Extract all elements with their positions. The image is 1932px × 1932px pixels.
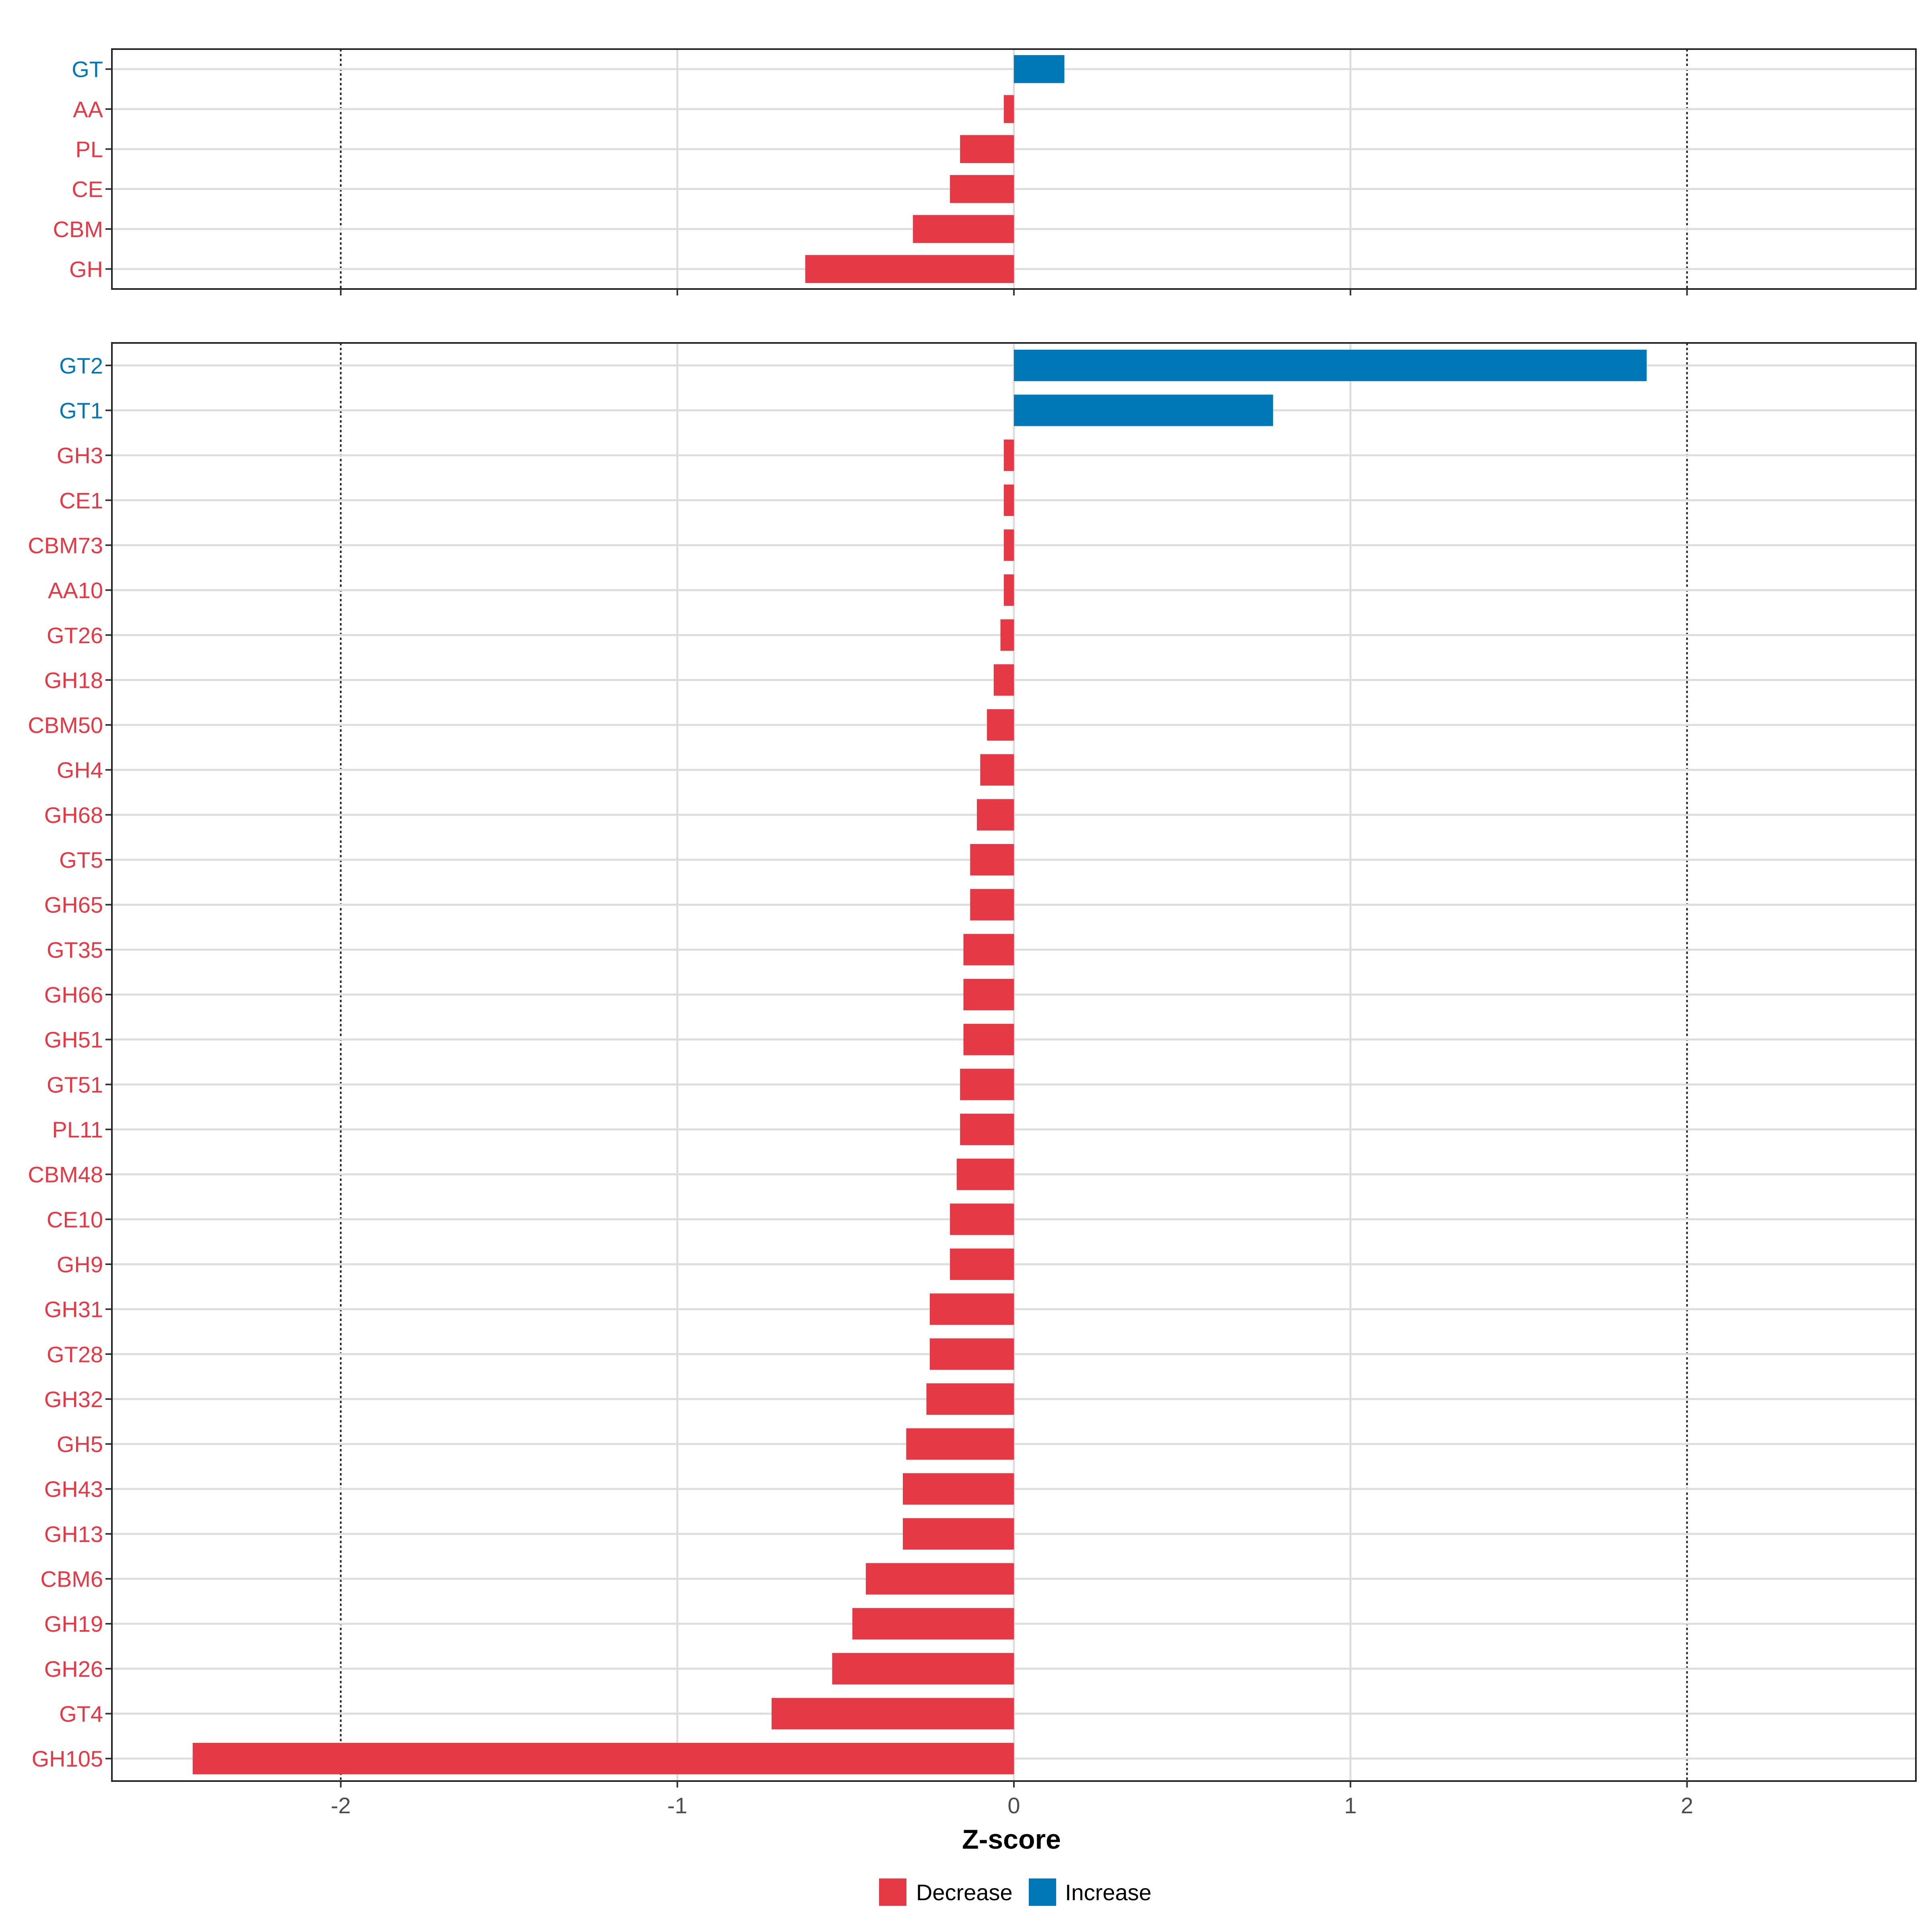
category-label: GH65 <box>44 892 103 918</box>
bar <box>960 135 1014 163</box>
category-label: PL11 <box>52 1117 103 1142</box>
category-label: CE10 <box>47 1207 103 1232</box>
category-label: GT51 <box>47 1072 103 1097</box>
category-label: GT1 <box>59 398 103 423</box>
category-label: CBM6 <box>40 1567 103 1592</box>
category-label: GH3 <box>57 443 103 468</box>
x-tick-label: -1 <box>667 1793 687 1818</box>
bar <box>1003 574 1014 606</box>
category-label: GH <box>69 256 103 282</box>
category-label: GH43 <box>44 1476 103 1502</box>
category-label: CE1 <box>59 488 103 513</box>
bar <box>926 1383 1014 1415</box>
bar <box>950 1248 1014 1280</box>
bar <box>832 1653 1014 1684</box>
legend: Decrease Increase <box>879 1878 1152 1906</box>
category-label: CBM73 <box>28 533 103 558</box>
bar <box>970 844 1014 876</box>
bar <box>903 1473 1014 1505</box>
bar <box>950 1203 1014 1235</box>
bar <box>1000 619 1014 651</box>
legend-swatch-increase <box>1029 1878 1056 1906</box>
category-label: GH4 <box>57 758 103 783</box>
category-label: PL <box>76 136 103 162</box>
bar <box>1014 394 1273 426</box>
bar <box>956 1158 1014 1190</box>
bar <box>906 1428 1014 1460</box>
legend-label-decrease: Decrease <box>916 1880 1013 1905</box>
category-label: GT <box>72 57 103 82</box>
bar <box>1003 529 1014 561</box>
x-tick-label: 2 <box>1681 1793 1693 1818</box>
bar <box>866 1563 1014 1595</box>
bar <box>963 978 1014 1011</box>
bar <box>993 664 1014 696</box>
bar <box>805 255 1014 283</box>
category-label: GH32 <box>44 1387 103 1412</box>
bottom-panel: GT2 GT1 GH3 CE1 CBM73 AA10 GT26 GH18 CBM50 GH4 GH6… <box>28 342 1917 1818</box>
bar <box>929 1338 1014 1370</box>
category-label: GT28 <box>47 1342 103 1367</box>
x-tick-label: -2 <box>331 1793 351 1818</box>
legend-label-increase: Increase <box>1065 1880 1152 1905</box>
legend-swatch-decrease <box>879 1878 906 1906</box>
category-label: GH5 <box>57 1432 103 1457</box>
category-label: CBM50 <box>28 712 103 738</box>
category-label: GT4 <box>59 1701 103 1727</box>
bar <box>1014 55 1065 83</box>
category-label: CBM <box>53 217 103 242</box>
bar <box>903 1518 1014 1550</box>
category-label: GT26 <box>47 623 103 648</box>
bar <box>960 1069 1014 1100</box>
bar <box>963 934 1014 966</box>
category-label: GH26 <box>44 1656 103 1682</box>
category-label: AA <box>73 97 103 122</box>
bar <box>1014 349 1647 381</box>
bar <box>929 1293 1014 1325</box>
bar <box>913 215 1014 243</box>
top-panel: GT AA PL CE CBM GH <box>53 48 1917 295</box>
bar <box>980 754 1014 786</box>
category-label: CE <box>72 177 103 202</box>
bar <box>963 1024 1014 1055</box>
category-label: GH51 <box>44 1027 103 1053</box>
bar <box>950 175 1014 203</box>
category-label: GH19 <box>44 1611 103 1637</box>
bar <box>1003 484 1014 516</box>
bar <box>192 1743 1014 1775</box>
bar <box>1003 440 1014 471</box>
x-axis-label: Z-score <box>962 1824 1061 1855</box>
bar <box>1003 95 1014 123</box>
category-label: GH68 <box>44 802 103 828</box>
category-label: GH66 <box>44 982 103 1007</box>
bar <box>960 1113 1014 1146</box>
category-label: AA10 <box>48 578 103 603</box>
category-label: GH9 <box>57 1252 103 1277</box>
category-label: GH13 <box>44 1521 103 1547</box>
x-tick-label: 0 <box>1007 1793 1020 1818</box>
category-label: GT2 <box>59 353 103 378</box>
bar <box>970 889 1014 921</box>
category-label: CBM48 <box>28 1162 103 1187</box>
category-label: GT35 <box>47 937 103 962</box>
bar <box>977 799 1014 831</box>
category-label: GH18 <box>44 667 103 693</box>
bar <box>771 1698 1014 1730</box>
category-label: GH105 <box>32 1746 103 1771</box>
bar <box>852 1608 1014 1640</box>
x-tick-label: 1 <box>1344 1793 1357 1818</box>
category-label: GH31 <box>44 1297 103 1322</box>
bar <box>987 709 1014 741</box>
category-label: GT5 <box>59 847 103 873</box>
